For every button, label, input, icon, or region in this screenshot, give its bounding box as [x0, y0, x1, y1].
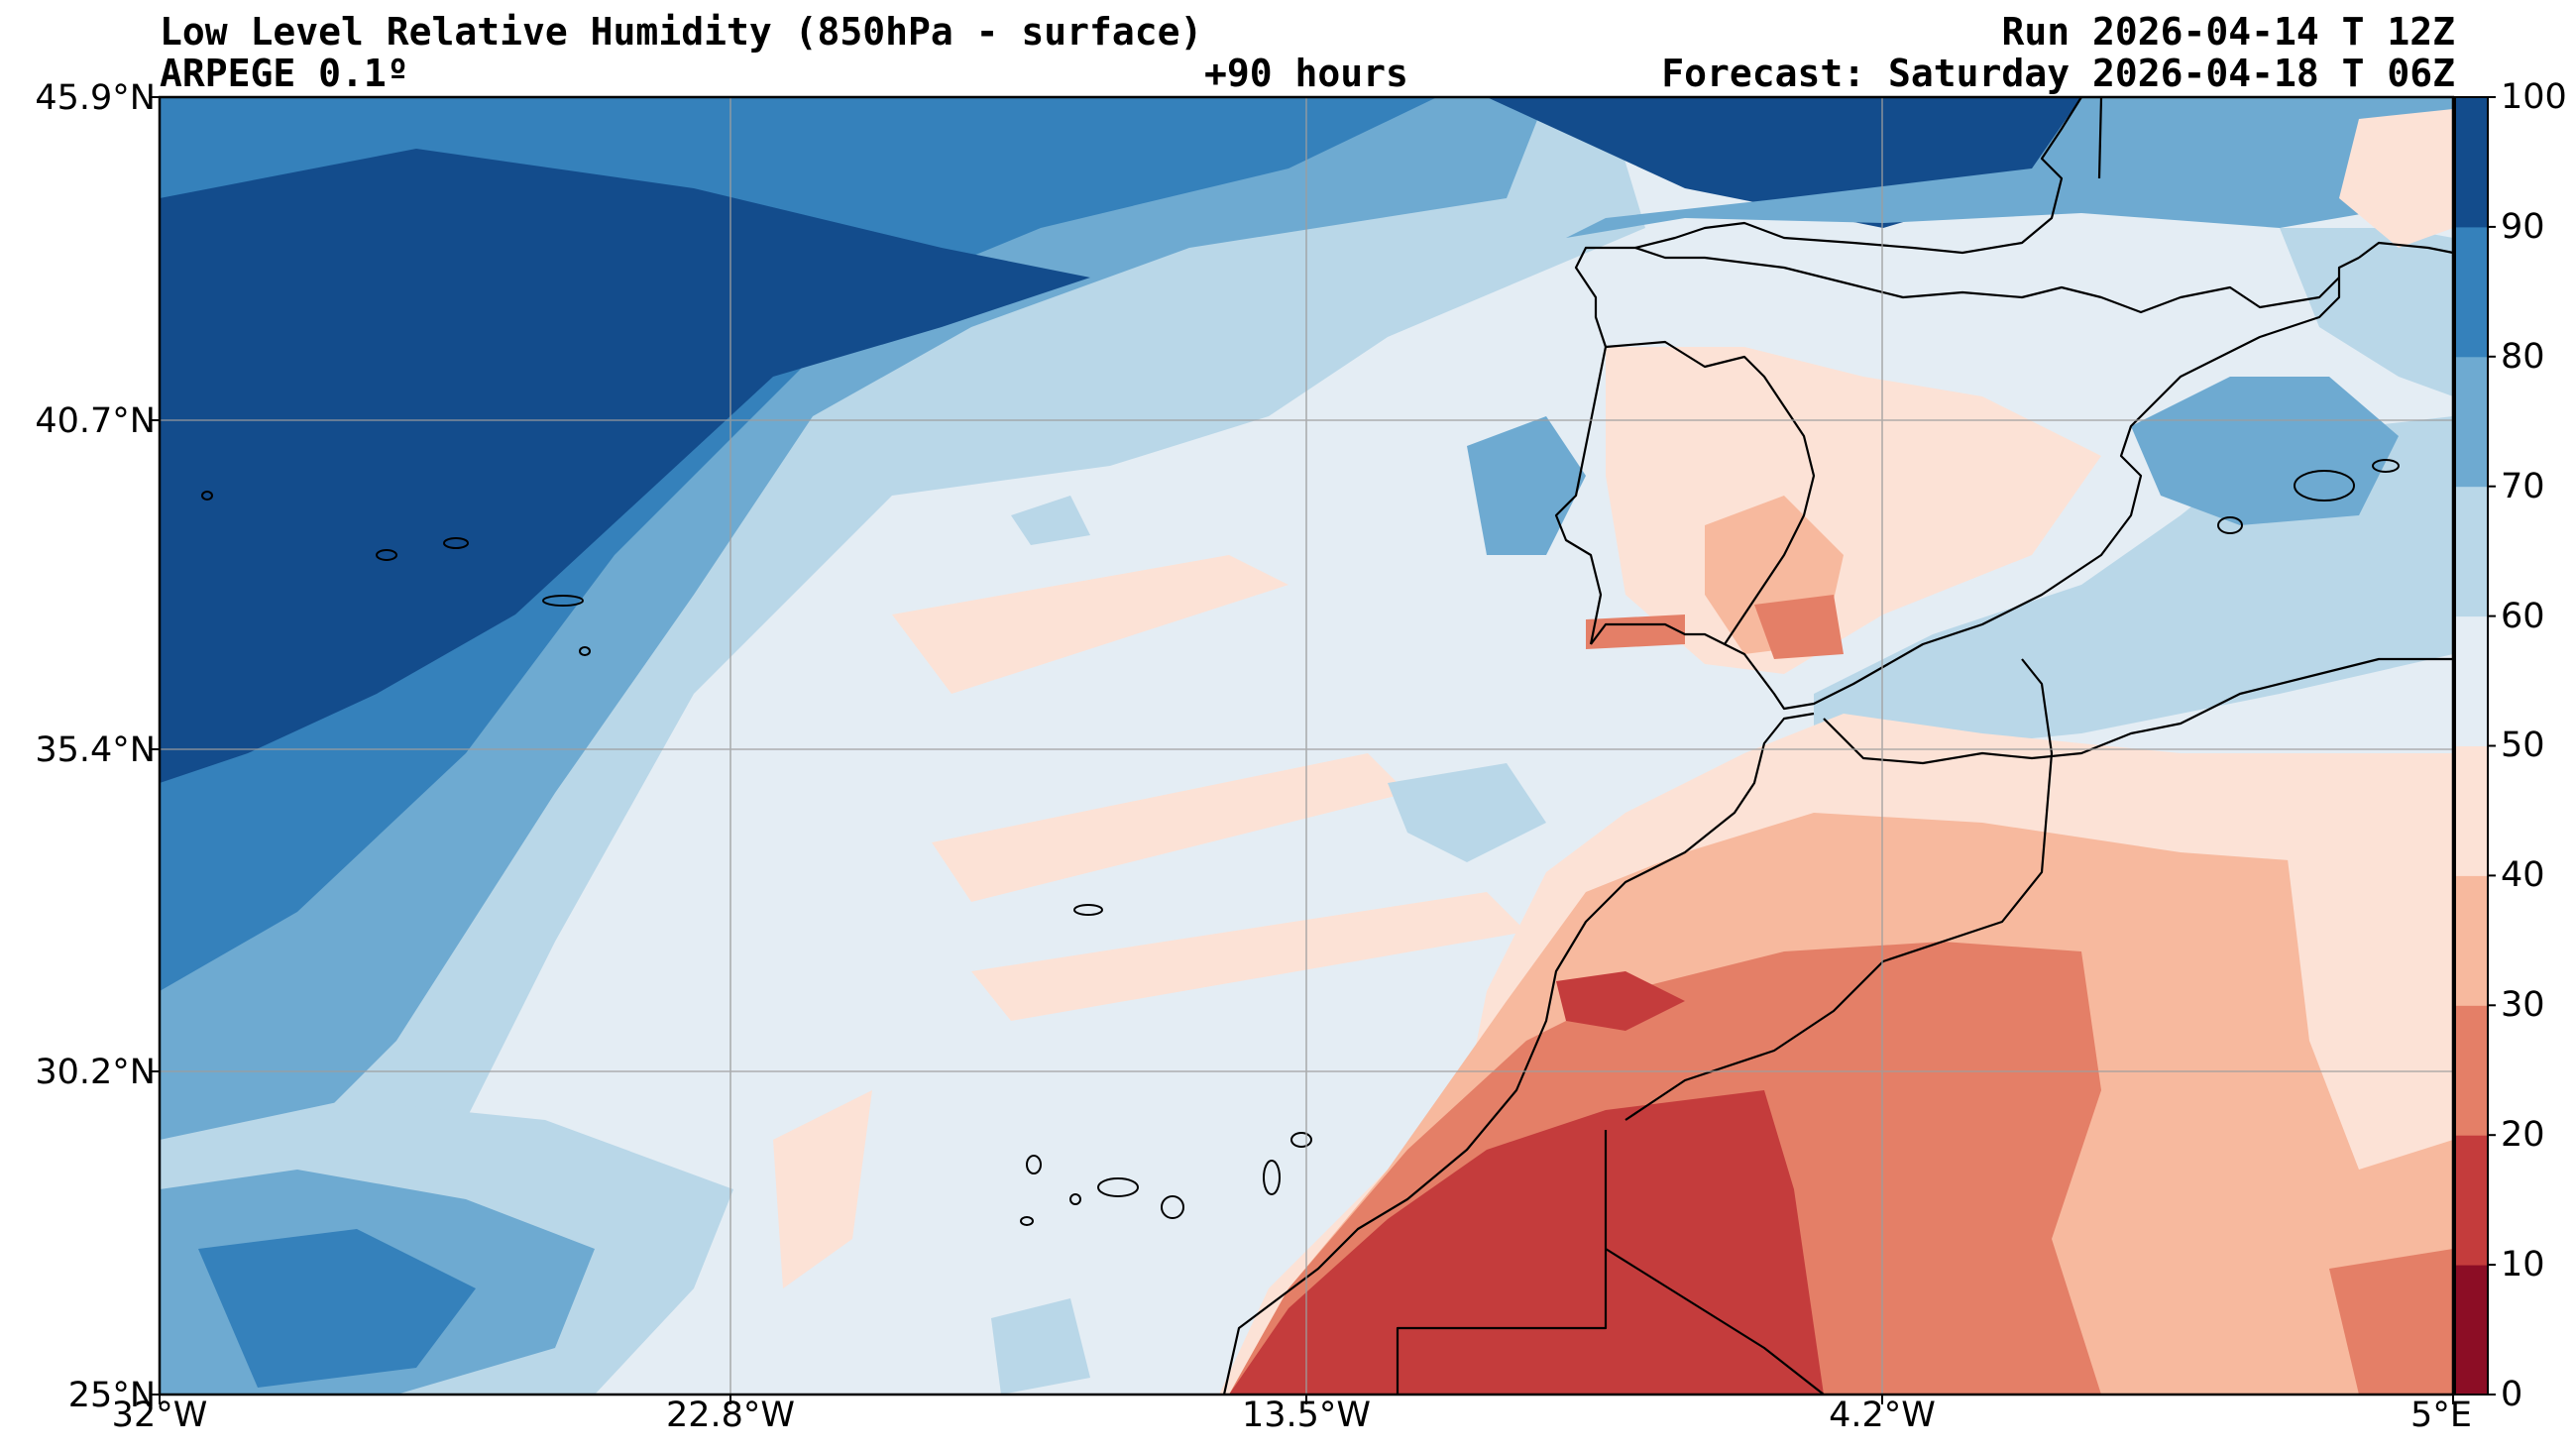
island-la-palma: [1026, 1155, 1042, 1174]
rh-patch-2: [1388, 763, 1546, 862]
island-azores-4: [542, 595, 584, 607]
rh-patch-portugal-coast: [1467, 416, 1586, 555]
lat-label-35.4n: 35.4°N: [35, 730, 156, 770]
lon-label-13.5w: 13.5°W: [1241, 1396, 1372, 1435]
colorbar-label-10: 10: [2501, 1245, 2545, 1284]
rh-band-10-20-atlas: [1556, 971, 1685, 1031]
colorbar-segment: [2455, 615, 2488, 746]
rh-wisp-3: [971, 892, 1526, 1021]
rh-band-70-80-balearic: [2131, 377, 2399, 525]
coast-france-west: [1634, 96, 2082, 255]
colorbar-segment: [2455, 356, 2488, 488]
border-algeria-morocco: [1624, 658, 2054, 1121]
forecast-label: Forecast: Saturday 2026-04-18 T 06Z: [1661, 52, 2455, 95]
colorbar: [2455, 96, 2496, 1396]
colorbar-segment: [2455, 226, 2488, 358]
coast-france-south: [2358, 241, 2454, 259]
lat-label-45.9n: 45.9°N: [35, 78, 156, 118]
run-label: Run 2026-04-14 T 12Z: [2001, 10, 2455, 54]
island-azores-3: [443, 537, 469, 549]
island-azores-2: [376, 549, 397, 561]
gridlines: [160, 97, 2453, 1395]
rh-band-10-20-sahara: [1229, 1090, 1824, 1395]
coast-iberia-east: [1590, 257, 2360, 711]
rh-band-80-90-sw: [198, 1229, 476, 1388]
border-spain-portugal: [1605, 340, 1816, 645]
colorbar-label-60: 60: [2501, 597, 2545, 636]
coast-north-africa: [1823, 657, 2453, 765]
lat-label-30.2n: 30.2°N: [35, 1053, 156, 1092]
colorbar-segment: [2455, 97, 2488, 228]
rh-patch-1: [1011, 496, 1090, 545]
island-menorca: [2372, 459, 2400, 473]
colorbar-label-20: 20: [2501, 1115, 2545, 1155]
island-azores-1: [201, 491, 213, 501]
island-ibiza: [2217, 516, 2243, 534]
colorbar-label-40: 40: [2501, 855, 2545, 895]
lon-label-4.2w: 4.2°W: [1829, 1396, 1936, 1435]
lat-label-25n: 25°N: [67, 1376, 156, 1415]
island-gran-canaria: [1161, 1195, 1184, 1219]
colorbar-segment: [2455, 1265, 2488, 1396]
rh-band-20-30-algarve: [1586, 614, 1685, 649]
colorbar-label-100: 100: [2501, 77, 2567, 117]
rh-band-40-50-east: [2280, 773, 2453, 1170]
colorbar-label-0: 0: [2501, 1375, 2523, 1414]
island-tenerife: [1097, 1177, 1139, 1197]
island-fuerteventura: [1263, 1160, 1281, 1195]
rh-wisp-1: [892, 555, 1288, 694]
lead-time-label: +90 hours: [1204, 52, 1408, 95]
lat-label-40.7n: 40.7°N: [35, 401, 156, 441]
rh-patch-3: [991, 1298, 1090, 1395]
coast-iberia-west-north: [1554, 246, 2340, 645]
rh-band-90-100-atlantic: [160, 149, 1090, 783]
island-madeira: [1073, 904, 1103, 916]
lon-label-5e: 5°E: [2410, 1396, 2472, 1435]
axis-ticks: [150, 96, 2454, 1404]
rh-band-20-30-se: [2329, 1249, 2453, 1395]
islands: [201, 459, 2400, 1226]
colorbar-segment: [2455, 875, 2488, 1006]
colorbar-frame: [2454, 96, 2489, 1396]
border-france-switzerland: [2097, 96, 2103, 179]
coast-northwest-africa: [1222, 712, 1815, 1396]
colorbar-segment: [2455, 486, 2488, 617]
island-mallorca: [2294, 470, 2355, 502]
colorbar-segment: [2455, 1135, 2488, 1266]
lon-label-22.8w: 22.8°W: [665, 1396, 796, 1435]
island-azores-5: [579, 646, 591, 656]
lon-label-32w: 32°W: [111, 1396, 208, 1435]
colorbar-label-70: 70: [2501, 467, 2545, 506]
island-lanzarote: [1290, 1132, 1312, 1148]
rh-band-40-50-alps: [2339, 109, 2453, 248]
colorbar-label-50: 50: [2501, 726, 2545, 765]
rh-band-70-80-france: [1566, 97, 2453, 238]
rh-wisp-2: [932, 753, 1407, 902]
coastlines: [1222, 96, 2454, 1396]
colorbar-segment: [2455, 745, 2488, 876]
border-western-sahara: [1396, 1130, 1608, 1395]
colorbar-label-80: 80: [2501, 337, 2545, 377]
rh-wisp-4: [773, 1090, 872, 1288]
border-mauritania: [1605, 1248, 1825, 1396]
map-title: Low Level Relative Humidity (850hPa - su…: [160, 10, 1203, 54]
rh-band-60-70-italy: [2280, 228, 2453, 396]
colorbar-segment: [2455, 1005, 2488, 1136]
island-la-gomera: [1069, 1193, 1081, 1205]
model-label: ARPEGE 0.1º: [160, 52, 409, 95]
rh-band-20-30-andalusia: [1754, 595, 1844, 659]
colorbar-label-90: 90: [2501, 207, 2545, 247]
colorbar-label-30: 30: [2501, 985, 2545, 1025]
island-el-hierro: [1020, 1216, 1034, 1226]
